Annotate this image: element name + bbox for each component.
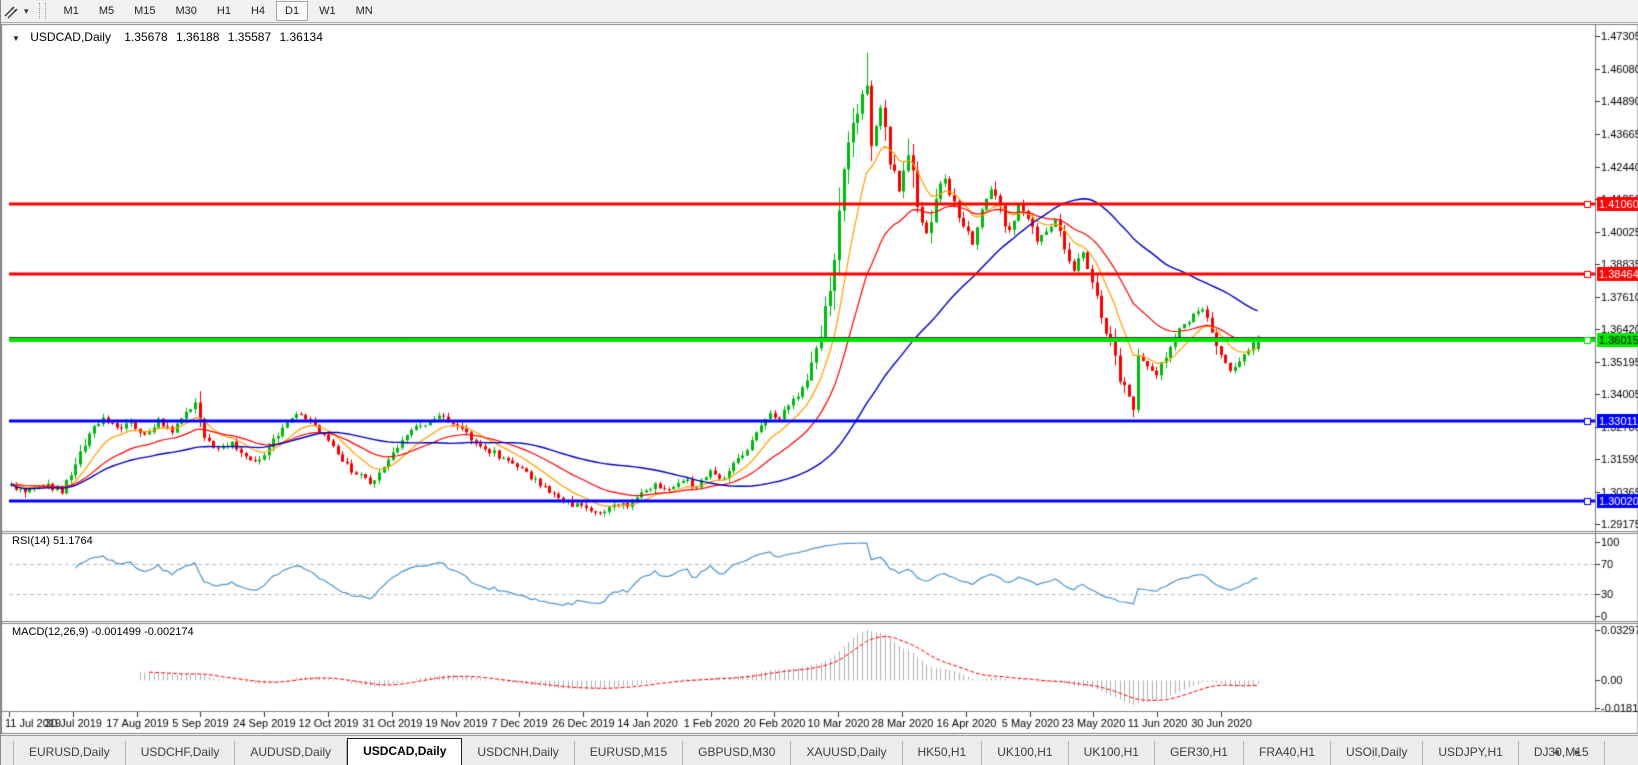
bottom-tab-usoil-daily[interactable]: USOil,Daily (1331, 741, 1424, 765)
bottom-tab-eurusd-daily[interactable]: EURUSD,Daily (13, 741, 126, 765)
timeframe-button-d1[interactable]: D1 (276, 1, 309, 21)
bottom-tab-uk100-h1[interactable]: UK100,H1 (982, 741, 1069, 765)
price-chart-canvas[interactable] (1, 23, 1638, 735)
ohlc-close: 1.36134 (279, 30, 323, 44)
chart-menu-arrow-icon[interactable]: ▼ (12, 34, 20, 43)
timeframe-button-h4[interactable]: H4 (250, 5, 266, 17)
tab-scroll-controls: ◄ ► (1542, 747, 1582, 757)
bottom-tab-strip: EURUSD,Daily USDCHF,Daily AUDUSD,Daily USDC… (13, 738, 1605, 765)
timeframe-button-m5[interactable]: M5 (98, 5, 115, 17)
rsi-indicator-label: RSI(14) 51.1764 (12, 535, 93, 547)
tool-dropdown-caret-icon[interactable]: ▾ (24, 5, 29, 16)
bottom-tab-uk100-h1[interactable]: UK100,H1 (1069, 741, 1155, 765)
bottom-tab-gbpusd-m30[interactable]: GBPUSD,M30 (683, 741, 792, 765)
bottom-tab-usdjpy-h1[interactable]: USDJPY,H1 (1423, 741, 1519, 765)
bottom-tab-bar: EURUSD,Daily USDCHF,Daily AUDUSD,Daily USDC… (1, 735, 1638, 765)
chart-ohlc-readout: 1.35678 1.36188 1.35587 1.36134 (124, 30, 328, 44)
bottom-tab-fra40-h1[interactable]: FRA40,H1 (1244, 741, 1332, 765)
timeframe-button-m15[interactable]: M15 (134, 5, 156, 17)
ohlc-open: 1.35678 (124, 30, 168, 44)
bottom-tab-usdchf-daily[interactable]: USDCHF,Daily (126, 741, 236, 765)
timeframe-button-h1[interactable]: H1 (216, 5, 231, 17)
bottom-tab-hk50-h1[interactable]: HK50,H1 (903, 741, 983, 765)
bottom-tab-dj30-m15[interactable]: DJ30,M15 (1519, 741, 1605, 765)
bottom-tab-usdcnh-daily[interactable]: USDCNH,Daily (462, 741, 575, 765)
toolbar-grip-handle (38, 3, 46, 19)
bottom-tab-audusd-daily[interactable]: AUDUSD,Daily (235, 741, 348, 765)
top-toolbar: ▾ M1 M5 M15 M30 H1 H4 D1 W1 MN (1, 0, 1638, 23)
bottom-tab-eurusd-m15[interactable]: EURUSD,M15 (575, 741, 684, 765)
bottom-tab-xauusd-daily[interactable]: XAUUSD,Daily (791, 741, 903, 765)
chart-title-bar: ▼ USDCAD,Daily 1.35678 1.36188 1.35587 1… (12, 30, 328, 44)
chart-region: ▼ USDCAD,Daily 1.35678 1.36188 1.35587 1… (1, 23, 1638, 735)
ohlc-high: 1.36188 (176, 30, 220, 44)
timeframe-button-m1[interactable]: M1 (63, 5, 79, 17)
timeframe-button-w1[interactable]: W1 (319, 5, 336, 17)
ohlc-low: 1.35587 (227, 30, 272, 44)
macd-indicator-label: MACD(12,26,9) -0.001499 -0.002174 (12, 626, 194, 638)
timeframe-button-mn[interactable]: MN (355, 5, 373, 17)
tab-scroll-right-icon[interactable]: ► (1573, 747, 1582, 757)
timeframe-button-m30[interactable]: M30 (175, 5, 197, 17)
draw-trendline-tool-icon[interactable] (2, 3, 22, 19)
chart-symbol-title: USDCAD,Daily (30, 30, 111, 44)
tab-scroll-left-icon[interactable]: ◄ (1551, 747, 1561, 757)
bottom-tab-ger30-h1[interactable]: GER30,H1 (1155, 741, 1244, 765)
timeframe-toolbar: M1 M5 M15 M30 H1 H4 D1 W1 MN (54, 0, 383, 22)
bottom-tab-usdcad-daily[interactable]: USDCAD,Daily (347, 738, 463, 765)
